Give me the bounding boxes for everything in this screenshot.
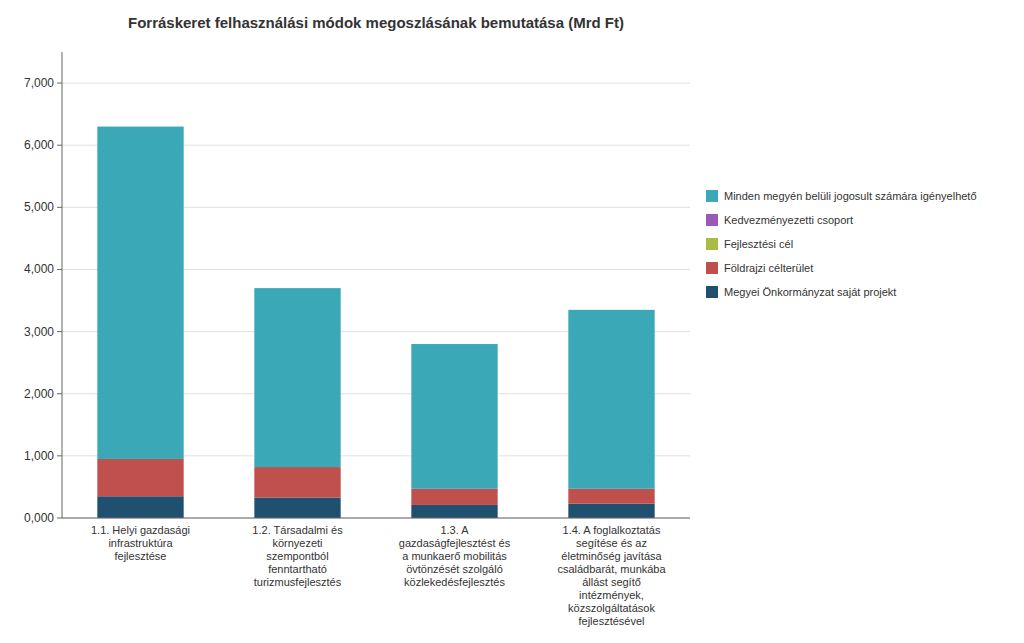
y-tick <box>57 207 62 208</box>
legend-label: Kedvezményezetti csoport <box>724 214 853 226</box>
legend-label: Földrajzi célterület <box>724 262 813 274</box>
y-tick <box>57 269 62 270</box>
bar-segment <box>568 504 654 518</box>
y-tick-label: 3,000 <box>24 325 54 339</box>
x-tick-label: 1.4. A foglalkoztatássegítése és azéletm… <box>557 524 666 627</box>
bar-segment <box>411 505 497 518</box>
y-tick <box>57 331 62 332</box>
y-tick-label: 0,000 <box>24 511 54 525</box>
legend-label: Megyei Önkormányzat saját projekt <box>724 286 896 298</box>
y-axis-line <box>62 52 63 518</box>
grid-line <box>62 518 690 519</box>
bar-segment <box>97 496 183 518</box>
bar-segment <box>411 489 497 505</box>
bar-segment <box>97 127 183 459</box>
chart-title: Forráskeret felhasználási módok megoszlá… <box>128 14 624 31</box>
legend-swatch <box>706 286 718 298</box>
y-tick <box>57 393 62 394</box>
y-tick <box>57 145 62 146</box>
y-tick-label: 5,000 <box>24 200 54 214</box>
legend-label: Minden megyén belüli jogosult számára ig… <box>724 190 977 202</box>
legend-swatch <box>706 214 718 226</box>
bar-segment <box>568 310 654 489</box>
y-tick-label: 2,000 <box>24 387 54 401</box>
y-tick-label: 6,000 <box>24 138 54 152</box>
chart-container: Forráskeret felhasználási módok megoszlá… <box>0 0 1024 643</box>
y-tick <box>57 83 62 84</box>
bar-segment <box>568 489 654 504</box>
x-tick-label: 1.3. Agazdaságfejlesztést ésa munkaerő m… <box>399 524 511 588</box>
series <box>97 127 654 489</box>
y-tick <box>57 518 62 519</box>
x-tick-label: 1.1. Helyi gazdaságiinfrastruktúrafejles… <box>91 524 190 562</box>
bar-segment <box>411 344 497 489</box>
chart-svg: Forráskeret felhasználási módok megoszlá… <box>0 0 1024 643</box>
bar-segment <box>254 467 340 497</box>
x-axis-line <box>62 518 690 519</box>
bar-segment <box>254 497 340 518</box>
y-tick <box>57 455 62 456</box>
bars <box>97 127 654 518</box>
legend-label: Fejlesztési cél <box>724 238 793 250</box>
y-tick-label: 1,000 <box>24 449 54 463</box>
legend-swatch <box>706 238 718 250</box>
grid-line <box>62 83 690 84</box>
x-tick-label: 1.2. Társadalmi éskörnyezetiszempontbólf… <box>252 524 343 588</box>
legend-swatch <box>706 190 718 202</box>
bar-segment <box>254 288 340 467</box>
y-tick-label: 7,000 <box>24 76 54 90</box>
legend-swatch <box>706 262 718 274</box>
grid <box>62 83 690 518</box>
y-tick-label: 4,000 <box>24 262 54 276</box>
legend: Minden megyén belüli jogosult számára ig… <box>706 190 977 298</box>
bar-segment <box>97 459 183 496</box>
